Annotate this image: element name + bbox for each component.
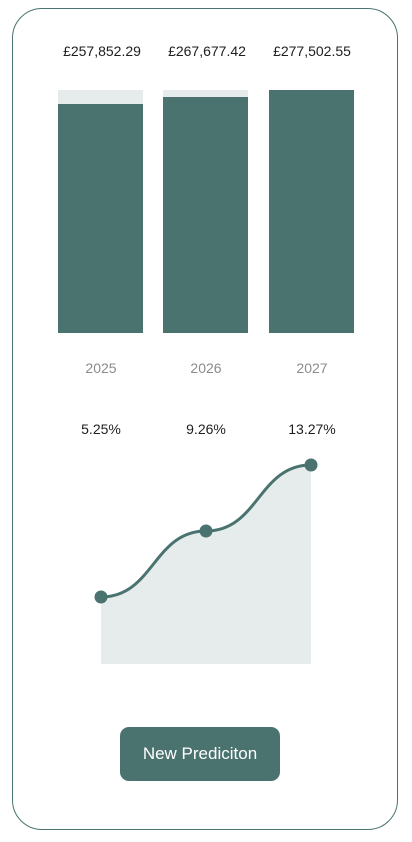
bar-track-2027 xyxy=(269,90,354,333)
growth-point-2026 xyxy=(199,524,213,538)
year-label-2027: 2027 xyxy=(296,360,328,376)
bar-value-label-2027: £277,502.55 xyxy=(273,43,351,59)
bar-2027 xyxy=(269,90,354,333)
bar-2025 xyxy=(58,104,143,333)
growth-label-2025: 5.25% xyxy=(81,421,121,437)
year-label-2026: 2026 xyxy=(190,360,222,376)
bar-track-2025 xyxy=(58,90,143,333)
bar-2026 xyxy=(163,97,248,333)
growth-point-2027 xyxy=(304,458,318,472)
bar-value-label-2026: £267,677.42 xyxy=(168,43,246,59)
growth-area xyxy=(101,465,311,664)
growth-label-2027: 13.27% xyxy=(288,421,336,437)
bar-value-label-2025: £257,852.29 xyxy=(63,43,141,59)
year-label-2025: 2025 xyxy=(85,360,117,376)
bar-track-2026 xyxy=(163,90,248,333)
growth-point-2025 xyxy=(94,590,108,604)
growth-label-2026: 9.26% xyxy=(186,421,226,437)
new-prediction-button[interactable]: New Prediciton xyxy=(120,727,280,781)
